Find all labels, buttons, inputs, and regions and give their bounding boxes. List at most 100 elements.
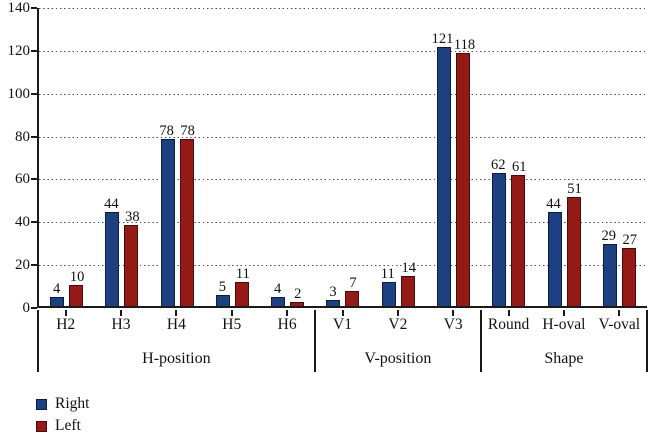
y-axis-tick-100: [31, 92, 37, 95]
gridline-120: [39, 50, 647, 52]
gridline-100: [39, 93, 647, 95]
value-label-left-h2: 10: [69, 269, 85, 285]
category-slot-v-oval: 29 27: [592, 8, 647, 306]
x-axis-tick-v-oval: [618, 310, 621, 316]
category-label-h3: H3: [111, 316, 131, 333]
category-slot-h4: 78 78: [150, 8, 205, 306]
legend-label-right: Right: [55, 395, 90, 412]
bar-right-v1: 3: [326, 285, 341, 306]
category-label-v2: V2: [388, 316, 408, 333]
x-axis-tick-h5: [230, 310, 233, 316]
category-slot-v2: 11 14: [371, 8, 426, 306]
y-axis-label-140: 140: [7, 0, 31, 16]
value-label-left-v1: 7: [349, 275, 357, 291]
x-axis-tick-h2: [64, 310, 67, 316]
y-axis-label-100: 100: [7, 85, 31, 102]
value-label-right-v2: 11: [380, 266, 395, 282]
bar-right-h6: 4: [271, 282, 286, 306]
group-label-h-position: H-position: [142, 350, 211, 367]
value-label-left-v-oval: 27: [622, 232, 638, 248]
bar-right-h5: 5: [215, 280, 230, 306]
value-label-right-h3: 44: [104, 196, 119, 212]
x-axis-tick-round: [507, 310, 510, 316]
bar-left-h3: 38: [124, 210, 140, 306]
category-slot-h2: 4 10: [39, 8, 94, 306]
group-label-v-position: V-position: [364, 350, 432, 367]
bar-left-v2: 14: [400, 261, 416, 306]
group-separator: [314, 310, 316, 372]
y-axis-label-20: 20: [15, 257, 30, 274]
category-label-h4: H4: [166, 316, 186, 333]
y-axis-tick-120: [31, 49, 37, 52]
category-label-h6: H6: [277, 316, 297, 333]
value-label-right-h4: 78: [159, 123, 174, 139]
category-label-h-oval: H-oval: [542, 316, 586, 333]
legend-swatch-right-icon: [36, 398, 47, 410]
value-label-left-h6: 2: [294, 286, 302, 302]
legend-item-right: Right: [36, 395, 89, 413]
value-label-left-v3: 118: [453, 37, 476, 53]
category-label-v-oval: V-oval: [598, 316, 641, 333]
category-slot-v3: 121 118: [426, 8, 481, 306]
plot-area: 4 10 44 38 78 78 5 11 4 2 3 7 11 14 121 118 62 61 44 51 29 27: [37, 8, 647, 308]
bar-left-v3: 118: [454, 38, 475, 306]
x-axis-tick-v3: [452, 310, 455, 316]
bar-left-v1: 7: [345, 276, 360, 306]
bar-right-v-oval: 29: [602, 229, 617, 306]
bar-right-v2: 11: [381, 267, 396, 306]
category-slot-round: 62 61: [481, 8, 536, 306]
bar-left-h4: 78: [179, 124, 195, 306]
x-axis-tick-v2: [396, 310, 399, 316]
y-axis-label-0: 0: [22, 300, 31, 316]
legend-label-left: Left: [55, 417, 81, 434]
bar-left-h2: 10: [69, 270, 84, 306]
legend-item-left: Left: [36, 417, 89, 435]
y-axis-label-60: 60: [15, 171, 30, 188]
gridline-20: [39, 265, 647, 267]
gridline-40: [39, 222, 647, 224]
x-axis-tick-h-oval: [562, 310, 565, 316]
bar-right-h3: 44: [104, 197, 120, 306]
y-axis-tick-0: [31, 307, 37, 309]
y-axis-label-40: 40: [15, 214, 30, 231]
x-axis-tick-v1: [341, 310, 344, 316]
x-axis-tick-h4: [175, 310, 178, 316]
value-label-right-round: 62: [490, 157, 506, 173]
bar-left-h5: 11: [234, 267, 250, 306]
bar-left-round: 61: [511, 160, 527, 306]
category-slot-h5: 5 11: [205, 8, 260, 306]
y-axis-label-120: 120: [7, 42, 31, 59]
value-label-right-h-oval: 44: [546, 196, 561, 212]
y-axis-tick-80: [31, 135, 37, 138]
category-label-h5: H5: [222, 316, 242, 333]
y-axis-tick-20: [31, 264, 37, 267]
value-label-right-v3: 121: [431, 31, 454, 47]
y-axis-tick-140: [31, 7, 37, 9]
gridline-80: [39, 136, 647, 138]
category-label-round: Round: [487, 316, 530, 333]
value-label-right-v1: 3: [329, 284, 337, 300]
value-label-left-v2: 14: [401, 260, 416, 276]
legend-swatch-left-icon: [36, 420, 47, 432]
gridline-140: [39, 8, 647, 9]
value-label-right-h6: 4: [274, 281, 282, 297]
value-label-left-round: 61: [512, 159, 527, 175]
bar-right-h2: 4: [50, 282, 65, 306]
category-label-h2: H2: [56, 316, 76, 333]
category-slot-h3: 44 38: [94, 8, 149, 306]
y-axis-tick-40: [31, 221, 37, 224]
group-label-shape: Shape: [544, 350, 584, 367]
group-separator: [480, 310, 482, 372]
bar-left-v-oval: 27: [621, 233, 637, 306]
legend: Right Left: [36, 395, 89, 439]
bar-left-h6: 2: [290, 287, 305, 306]
gridline-60: [39, 179, 647, 181]
group-separator: [37, 310, 39, 372]
bar-left-h-oval: 51: [566, 182, 582, 306]
category-label-v3: V3: [443, 316, 463, 333]
y-axis-tick-60: [31, 178, 37, 181]
value-label-left-h3: 38: [125, 209, 140, 225]
